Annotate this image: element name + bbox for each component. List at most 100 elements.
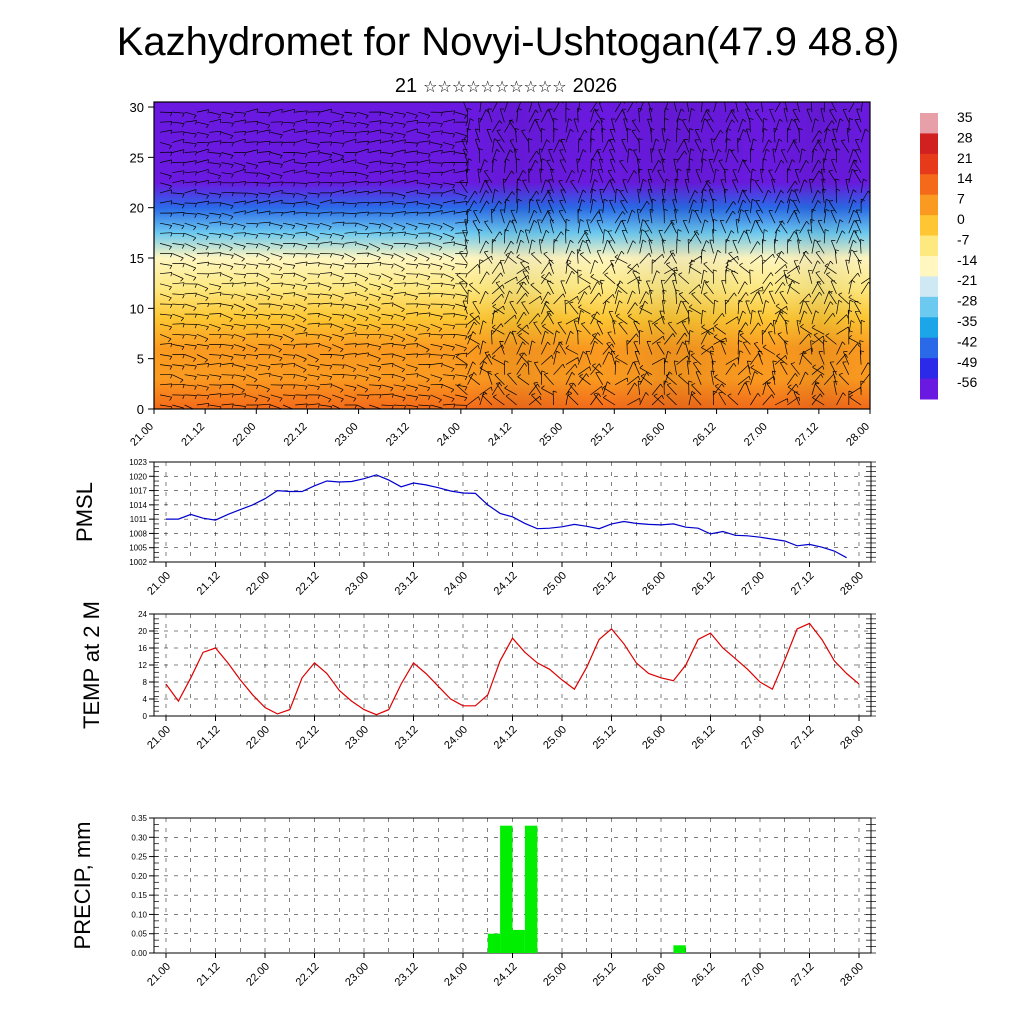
y-tick-label: 0.10: [131, 910, 147, 919]
pmsl-line: [166, 474, 847, 559]
y-tick-label: 16: [138, 644, 147, 653]
x-tick-label: 24.12: [492, 570, 520, 598]
colorbar-label: -49: [957, 354, 977, 370]
chart-title: Kazhydromet for Novyi-Ushtogan(47.9 48.8…: [117, 20, 900, 64]
x-tick-label: 23.00: [343, 961, 371, 989]
x-tick-label: 26.12: [690, 961, 718, 989]
x-tick-label: 22.12: [294, 724, 322, 752]
cross-section-field: [154, 102, 870, 409]
precip-panel: 0.00 0.05 0.10 0.15 0.20 0.25 0.30 0.35 21.00 21.…: [70, 814, 876, 989]
x-tick-label: 22.00: [244, 570, 272, 598]
cross-section-shading: [154, 102, 870, 409]
colorbar-swatch: [920, 235, 938, 257]
panel-y-label: PMSL: [72, 482, 97, 542]
colorbar-swatch: [920, 256, 938, 277]
x-tick-label: 21.00: [145, 961, 173, 989]
colorbar-label: 21: [957, 150, 973, 166]
x-tick-label: 27.00: [739, 724, 767, 752]
colorbar-label: -42: [957, 333, 977, 349]
x-tick-label: 21.00: [145, 570, 173, 598]
x-tick-label: 26.12: [690, 724, 718, 752]
y-tick-label: 0.05: [131, 930, 147, 939]
colorbar-label: -7: [957, 231, 970, 247]
colorbar-swatch: [920, 215, 938, 237]
x-tick-label: 24.12: [492, 724, 520, 752]
x-tick-label: 27.12: [789, 570, 817, 598]
cross-section-y-axis: 0 5 10 15 20 25 30: [130, 100, 154, 417]
pmsl-panel: 1002 1005 1008 1011 1014 1017 1020 1023 21.00 21.…: [72, 458, 876, 598]
x-tick-label: 22.00: [244, 724, 272, 752]
y-tick-label: 1014: [129, 501, 147, 510]
colorbar-swatch: [920, 337, 938, 359]
subtitle-year: 2026: [573, 75, 618, 97]
colorbar-swatch: [920, 194, 938, 216]
y-tick-label: 1020: [129, 472, 147, 481]
x-tick-label: 21.12: [195, 961, 223, 989]
x-tick-label: 24.00: [442, 570, 470, 598]
colorbar-label: 35: [957, 109, 973, 125]
y-tick-label: 0.20: [131, 872, 147, 881]
x-tick-label: 23.00: [343, 724, 371, 752]
x-tick-label: 21.00: [145, 724, 173, 752]
colorbar-swatch: [920, 276, 938, 298]
colorbar-label: 14: [957, 170, 973, 186]
y-tick-label: 1002: [129, 558, 147, 567]
x-tick-label: 28.00: [838, 724, 866, 752]
y-tick-label: 4: [143, 695, 148, 704]
temp-line: [165, 622, 860, 716]
y-tick-label: 1011: [130, 515, 148, 524]
y-tick-label: 1008: [129, 529, 147, 538]
x-tick-label: 22.12: [294, 570, 322, 598]
colorbar-swatch: [920, 358, 938, 380]
xs-x-tick-label: 26.00: [640, 421, 668, 449]
colorbar: 35 28 21 14 7 0 -7 -14 -21 -28 -35 -42 -49 -56: [920, 109, 977, 400]
x-tick-label: 25.12: [591, 724, 619, 752]
cross-section-panel: 0 5 10 15 20 25 30 21.00 21.12 22.00 22.12 23.00 23…: [128, 100, 872, 449]
colorbar-label: -28: [957, 293, 977, 309]
x-tick-label: 28.00: [838, 570, 866, 598]
x-tick-label: 28.00: [838, 961, 866, 989]
x-tick-label: 25.12: [591, 570, 619, 598]
xs-x-tick-label: 21.12: [179, 421, 207, 449]
precip-bar: [524, 825, 538, 953]
y-tick-label: 24: [138, 610, 147, 619]
y-tick-label: 8: [143, 678, 148, 687]
colorbar-label: 7: [957, 191, 965, 207]
xs-y-tick-label: 20: [130, 201, 144, 216]
precip-bar: [512, 929, 525, 953]
x-tick-label: 27.12: [789, 961, 817, 989]
xs-x-tick-label: 23.12: [384, 421, 412, 449]
chart-subtitle: 21 ☆☆☆☆☆☆☆☆☆☆ 2026: [395, 75, 617, 97]
panel-y-label: PRECIP, mm: [70, 822, 95, 950]
xs-y-tick-label: 5: [137, 352, 144, 367]
temp-panel: 0 4 8 12 16 20 24 21.00 21.12 22.00 22.12 23.00 23.1…: [79, 601, 876, 752]
xs-x-tick-label: 25.00: [537, 421, 565, 449]
x-tick-label: 23.12: [393, 724, 421, 752]
y-tick-label: 0.00: [131, 949, 147, 958]
subtitle-day: 21: [395, 75, 417, 97]
y-tick-label: 1017: [129, 487, 147, 496]
y-tick-label: 1023: [129, 458, 147, 467]
xs-x-tick-label: 28.00: [844, 421, 872, 449]
xs-x-tick-label: 27.00: [742, 421, 770, 449]
xs-x-tick-label: 24.12: [486, 421, 514, 449]
x-tick-label: 24.00: [442, 724, 470, 752]
colorbar-swatch: [920, 153, 938, 175]
colorbar-swatch: [920, 296, 938, 318]
xs-x-tick-label: 25.12: [588, 421, 616, 449]
xs-x-tick-label: 24.00: [435, 421, 463, 449]
wind-barbs: [159, 102, 870, 409]
x-tick-label: 23.00: [343, 570, 371, 598]
colorbar-label: 28: [957, 129, 973, 145]
xs-y-tick-label: 15: [130, 251, 144, 266]
xs-y-tick-label: 25: [130, 150, 144, 165]
precip-bar: [673, 945, 686, 953]
colorbar-label: -21: [957, 272, 977, 288]
xs-y-tick-label: 0: [137, 402, 144, 417]
xs-x-tick-label: 22.12: [282, 421, 310, 449]
x-tick-label: 26.12: [690, 570, 718, 598]
x-tick-label: 26.00: [640, 724, 668, 752]
x-tick-label: 24.00: [442, 961, 470, 989]
x-tick-label: 22.12: [294, 961, 322, 989]
